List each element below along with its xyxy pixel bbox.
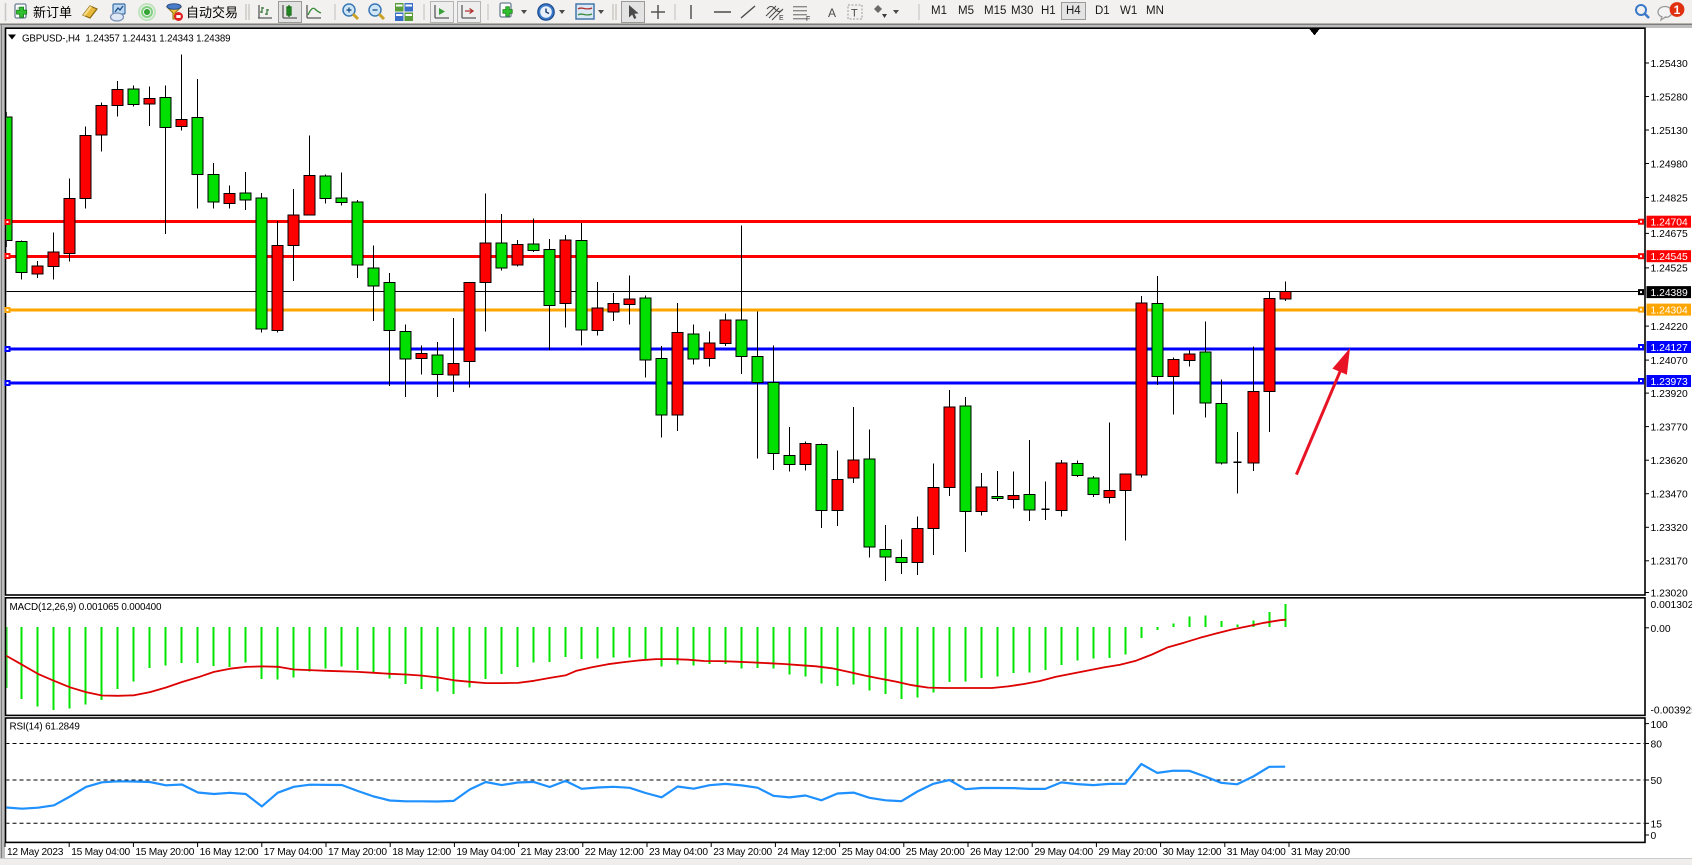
svg-text:24 May 12:00: 24 May 12:00 [777,847,836,858]
svg-text:16 May 12:00: 16 May 12:00 [200,847,259,858]
svg-text:18 May 12:00: 18 May 12:00 [392,847,451,858]
svg-text:1.23020: 1.23020 [1651,588,1688,599]
svg-text:E: E [779,15,784,22]
svg-text:1.24545: 1.24545 [1651,252,1688,263]
svg-text:1.25280: 1.25280 [1651,92,1688,103]
svg-text:25 May 04:00: 25 May 04:00 [842,847,901,858]
svg-text:GBPUSD-,H4 1.24357 1.24431 1.: GBPUSD-,H4 1.24357 1.24431 1.24343 1.243… [22,34,230,45]
svg-text:RSI(14) 61.2849: RSI(14) 61.2849 [10,722,81,733]
svg-text:17 May 04:00: 17 May 04:00 [264,847,323,858]
svg-text:15 May 04:00: 15 May 04:00 [71,847,130,858]
svg-text:1.24825: 1.24825 [1651,193,1688,204]
svg-text:1.24525: 1.24525 [1651,264,1688,275]
svg-text:23 May 04:00: 23 May 04:00 [649,847,708,858]
svg-text:1.24389: 1.24389 [1651,288,1688,299]
svg-text:15 May 20:00: 15 May 20:00 [135,847,194,858]
svg-text:23 May 20:00: 23 May 20:00 [713,847,772,858]
svg-text:1.24220: 1.24220 [1651,322,1688,333]
svg-text:1.24070: 1.24070 [1651,356,1688,367]
svg-text:22 May 12:00: 22 May 12:00 [585,847,644,858]
svg-text:30 May 12:00: 30 May 12:00 [1163,847,1222,858]
svg-text:1.23770: 1.23770 [1651,422,1688,433]
svg-text:29 May 04:00: 29 May 04:00 [1034,847,1093,858]
svg-text:MACD(12,26,9) 0.001065 0.00040: MACD(12,26,9) 0.001065 0.000400 [10,602,162,613]
svg-text:新订单: 新订单 [33,5,72,20]
svg-text:80: 80 [1651,740,1663,751]
svg-text:1.25430: 1.25430 [1651,59,1688,70]
svg-text:1: 1 [1674,3,1681,17]
svg-text:1.25130: 1.25130 [1651,126,1688,137]
svg-text:26 May 12:00: 26 May 12:00 [970,847,1029,858]
svg-text:19 May 04:00: 19 May 04:00 [456,847,515,858]
svg-text:12 May 2023: 12 May 2023 [7,847,64,858]
svg-text:T: T [851,8,858,20]
svg-text:0.001302: 0.001302 [1651,600,1692,611]
svg-text:1.23620: 1.23620 [1651,456,1688,467]
svg-text:1.24704: 1.24704 [1651,218,1688,229]
svg-text:1.23470: 1.23470 [1651,490,1688,501]
svg-text:25 May 20:00: 25 May 20:00 [906,847,965,858]
svg-text:1.23973: 1.23973 [1651,377,1688,388]
svg-text:1.23170: 1.23170 [1651,557,1688,568]
svg-text:0.00: 0.00 [1651,624,1671,635]
svg-text:31 May 04:00: 31 May 04:00 [1227,847,1286,858]
svg-text:A: A [828,6,836,20]
svg-text:F: F [806,16,810,23]
svg-text:1.23920: 1.23920 [1651,389,1688,400]
svg-text:31 May 20:00: 31 May 20:00 [1291,847,1350,858]
svg-text:29 May 20:00: 29 May 20:00 [1098,847,1157,858]
svg-text:1.23320: 1.23320 [1651,523,1688,534]
svg-text:21 May 23:00: 21 May 23:00 [521,847,580,858]
svg-text:1.24980: 1.24980 [1651,159,1688,170]
svg-text:0: 0 [1651,831,1657,842]
svg-text:1.24304: 1.24304 [1651,305,1688,316]
svg-text:自动交易: 自动交易 [186,5,238,20]
svg-text:50: 50 [1651,776,1663,787]
svg-text:17 May 20:00: 17 May 20:00 [328,847,387,858]
svg-text:1.24675: 1.24675 [1651,229,1688,240]
svg-text:100: 100 [1651,720,1668,731]
svg-text:-0.003925: -0.003925 [1651,705,1692,716]
svg-text:15: 15 [1651,819,1663,830]
svg-text:1.24127: 1.24127 [1651,343,1688,354]
